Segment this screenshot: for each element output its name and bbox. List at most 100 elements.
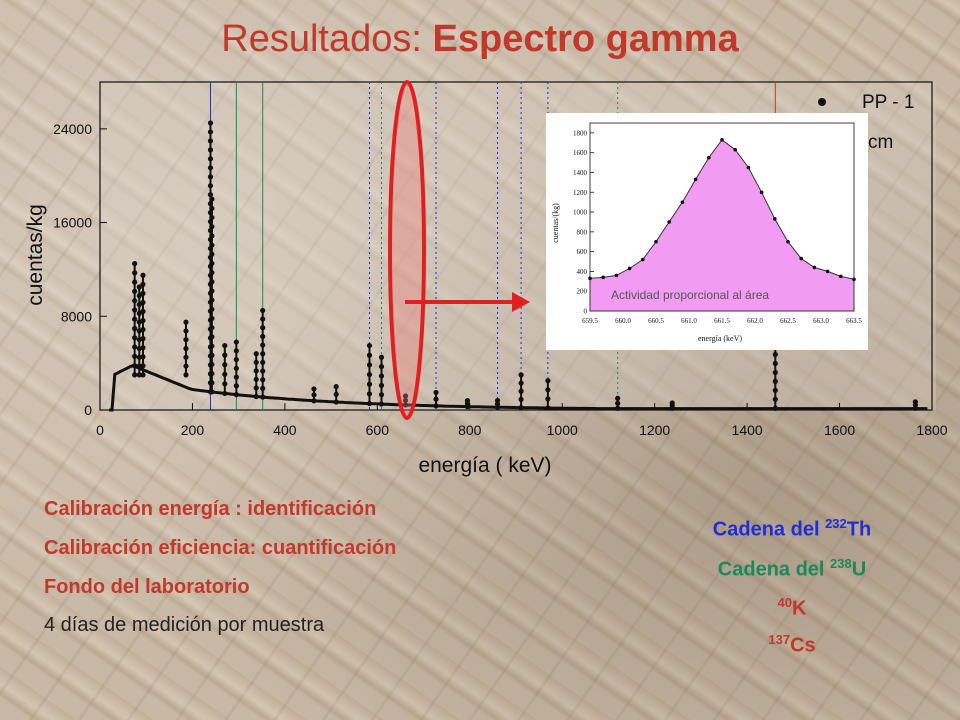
inset-annotation: Actividad proporcional al área xyxy=(611,288,769,302)
peak-point xyxy=(209,361,215,368)
peak-point xyxy=(366,371,373,378)
main-axes: 0 200 400 600 800 1000 1200 1400 1600 18000800016… xyxy=(53,81,948,438)
peak-point xyxy=(772,378,778,384)
peak-point xyxy=(233,392,239,398)
u-prefix: Cadena del xyxy=(717,558,831,581)
peak-point xyxy=(311,398,317,404)
inset-points xyxy=(588,138,856,282)
x-tick-label: 1200 xyxy=(639,422,670,438)
u-mass: 238 xyxy=(830,556,852,571)
peak-point xyxy=(253,385,259,391)
peak-point xyxy=(669,405,675,411)
peak-point xyxy=(518,372,524,378)
inset-x-tick-label: 660.5 xyxy=(648,317,664,325)
peak-point xyxy=(311,392,317,398)
th-symbol: Th xyxy=(846,518,872,541)
peak-point xyxy=(209,352,215,358)
peak-point xyxy=(140,345,146,351)
inset-point xyxy=(654,239,658,244)
bullet-efficiency-calibration: Calibración eficiencia: cuantificación xyxy=(44,537,397,559)
peak-point xyxy=(209,334,215,340)
peak-point xyxy=(207,156,214,162)
peak-point xyxy=(222,381,228,387)
peak-point xyxy=(209,297,215,303)
peak-point xyxy=(140,308,146,315)
peak-point xyxy=(209,196,215,202)
peak-point xyxy=(333,383,339,390)
inset-y-tick-label: 600 xyxy=(577,248,588,256)
peak-point xyxy=(183,372,189,378)
peak-point xyxy=(233,348,239,354)
title-part1: Resultados: xyxy=(221,18,433,60)
nuclide-k40: 40K xyxy=(672,595,912,621)
peak-point xyxy=(209,233,215,239)
peak-point xyxy=(209,315,215,322)
peak-point xyxy=(233,374,239,380)
k-symbol: K xyxy=(792,597,807,620)
peak-point xyxy=(209,224,215,230)
peak-point xyxy=(366,342,373,349)
th-mass: 232 xyxy=(825,516,847,531)
peak-point xyxy=(260,307,266,314)
peak-point xyxy=(209,260,215,267)
inset-y-tick-label: 0 xyxy=(584,308,588,316)
inset-point xyxy=(667,220,671,224)
inset-point xyxy=(733,147,737,152)
peak-point xyxy=(433,403,439,409)
inset-point xyxy=(641,257,645,262)
peak-point xyxy=(140,272,146,278)
peak-point xyxy=(260,342,266,348)
peak-point xyxy=(209,343,215,349)
peak-point xyxy=(378,382,385,388)
peak-point xyxy=(545,405,551,411)
peak-point xyxy=(136,293,142,299)
peak-point xyxy=(366,391,373,397)
peak-point xyxy=(140,281,146,287)
peak-point xyxy=(222,342,228,349)
x-tick-label: 400 xyxy=(273,422,297,438)
nuclide-th232: Cadena del 232Th xyxy=(672,516,912,542)
y-tick-label: 16000 xyxy=(53,215,92,231)
inset-y-tick-label: 200 xyxy=(577,288,588,296)
peak-point xyxy=(207,192,214,198)
peak-point xyxy=(378,364,385,370)
peak-point xyxy=(615,395,621,401)
peak-point xyxy=(209,389,215,395)
peak-point xyxy=(136,363,142,369)
inset-point xyxy=(839,274,843,279)
x-tick-label: 1800 xyxy=(916,422,947,438)
peak-point xyxy=(209,279,215,285)
peak-point xyxy=(260,368,266,374)
peak-point xyxy=(222,371,228,377)
y-axis-label: cuentas/kg xyxy=(24,204,47,306)
peak-point xyxy=(253,368,259,374)
inset-area-fill xyxy=(589,139,855,312)
peak-point xyxy=(132,270,138,276)
inset-x-tick-label: 661.0 xyxy=(681,317,697,325)
peak-point xyxy=(140,354,146,360)
peak-point xyxy=(518,380,524,386)
inset-point xyxy=(720,138,724,142)
peak-point xyxy=(233,365,239,371)
peak-point xyxy=(378,392,385,398)
inset-y-tick-label: 1400 xyxy=(573,169,588,177)
inset-y-tick-label: 1000 xyxy=(573,209,588,217)
inset-point xyxy=(786,239,790,244)
peak-point xyxy=(209,251,215,257)
inset-point xyxy=(680,200,685,204)
plot-frame xyxy=(99,81,933,411)
peak-point xyxy=(772,405,778,411)
inset-y-label: cuentas/(kg) xyxy=(551,203,560,243)
inset-point xyxy=(627,266,632,271)
slide-title: Resultados: Espectro gamma xyxy=(0,18,960,61)
x-tick-label: 1000 xyxy=(547,422,578,438)
y-tick-label: 0 xyxy=(84,402,92,418)
peak-point xyxy=(207,165,214,171)
peak-point xyxy=(183,345,189,352)
peak-point xyxy=(260,316,266,322)
x-tick-label: 0 xyxy=(96,422,104,438)
y-tick-label: 8000 xyxy=(61,308,92,324)
legend-marker xyxy=(818,98,826,106)
x-tick-label: 200 xyxy=(181,422,205,438)
inset-point xyxy=(746,165,751,170)
